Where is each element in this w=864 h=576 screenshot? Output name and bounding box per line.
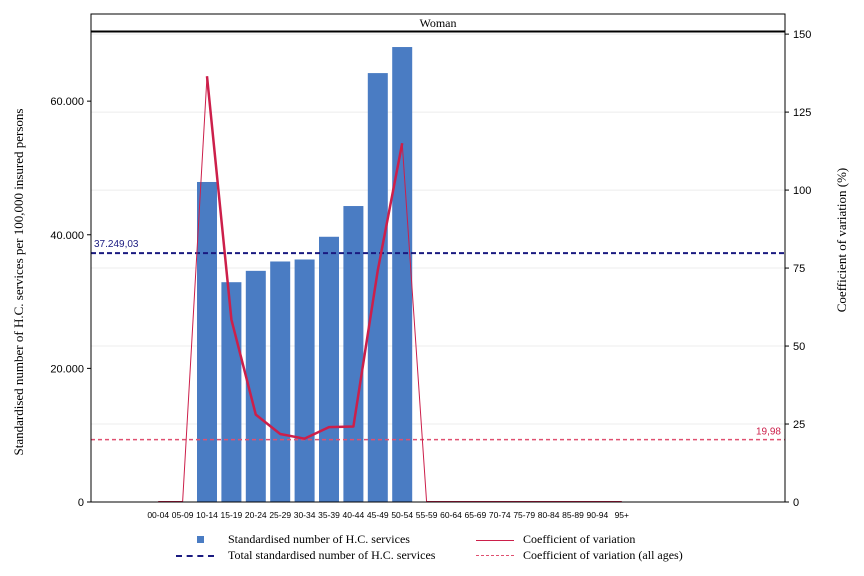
bar (294, 259, 315, 502)
plot-frame (90, 13, 786, 503)
cv-line (205, 76, 404, 440)
x-tick-label: 15-19 (221, 510, 243, 520)
y2-tick-label: 100 (793, 185, 811, 197)
y-axis-label: Standardised number of H.C. services per… (11, 109, 26, 456)
y-tick-label: 0 (78, 497, 84, 509)
bar (343, 206, 364, 502)
x-tick-label: 40-44 (343, 510, 365, 520)
bar (392, 47, 413, 502)
cv-all-reference-label: 19,98 (756, 427, 781, 438)
y2-tick-label: 25 (793, 419, 805, 431)
axes: 0 20.000 40.000 60.000 0 25 50 75 100 125 150 00-04… (50, 29, 811, 520)
y-tick-label: 60.000 (50, 96, 84, 108)
y-tick-label: 40.000 (50, 230, 84, 242)
x-tick-label: 20-24 (245, 510, 267, 520)
x-tick-label: 65-69 (465, 510, 487, 520)
x-tick-label: 80-84 (538, 510, 560, 520)
grid (91, 33, 785, 425)
y2-axis-label: Coefficient of variation (%) (834, 168, 849, 313)
bars (197, 47, 413, 503)
bar (270, 261, 291, 502)
x-tick-label: 70-74 (489, 510, 511, 520)
y-tick-label: 20.000 (50, 363, 84, 375)
x-tick-label: 60-64 (440, 510, 462, 520)
x-tick-label: 85-89 (562, 510, 584, 520)
y2-tick-label: 75 (793, 263, 805, 275)
y2-tick-label: 50 (793, 341, 805, 353)
x-tick-label: 45-49 (367, 510, 389, 520)
x-tick-label: 30-34 (294, 510, 316, 520)
bar (197, 181, 217, 502)
x-tick-label: 35-39 (318, 510, 340, 520)
x-tick-label: 50-54 (391, 510, 413, 520)
bar (319, 236, 339, 503)
x-tick-label: 90-94 (587, 510, 609, 520)
panel-title: Woman (419, 16, 456, 30)
reference-lines: 37.249,03 19,98 (91, 239, 785, 441)
x-tick-label: 00-04 (147, 510, 169, 520)
x-tick-label: 95+ (615, 510, 629, 520)
x-tick-label: 55-59 (416, 510, 438, 520)
y2-tick-label: 125 (793, 107, 811, 119)
x-tick-label: 25-29 (269, 510, 291, 520)
x-tick-label: 10-14 (196, 510, 218, 520)
y2-tick-label: 0 (793, 497, 799, 509)
bar (367, 73, 388, 503)
x-tick-label: 75-79 (513, 510, 535, 520)
y2-tick-label: 150 (793, 29, 811, 41)
total-reference-label: 37.249,03 (94, 239, 139, 250)
x-tick-label: 05-09 (172, 510, 194, 520)
bar (245, 270, 266, 502)
